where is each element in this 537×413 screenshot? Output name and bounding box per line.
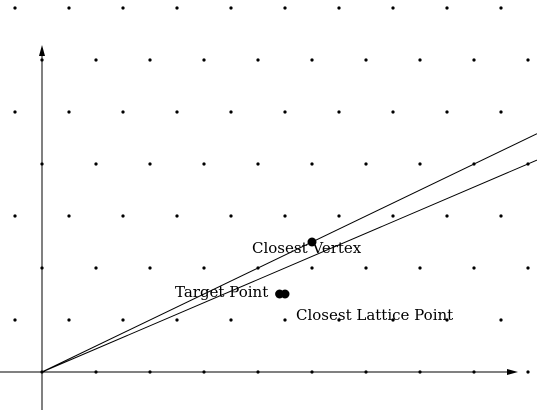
lattice-dot xyxy=(67,318,71,322)
lattice-dot xyxy=(121,6,125,10)
lattice-dot xyxy=(229,110,233,114)
lattice-dot xyxy=(283,318,287,322)
y-axis-arrowhead xyxy=(39,45,45,56)
lattice-dot xyxy=(391,214,395,218)
lattice-dot xyxy=(94,58,98,62)
lattice-dot xyxy=(94,266,98,270)
lattice-dot xyxy=(526,266,530,270)
lattice-dot xyxy=(283,110,287,114)
lattice-dot xyxy=(364,162,368,166)
lattice-dot xyxy=(445,214,449,218)
lattice-dot xyxy=(67,214,71,218)
lattice-dot xyxy=(526,58,530,62)
lattice-dot xyxy=(148,266,152,270)
lattice-dot xyxy=(418,266,422,270)
lattice-dot xyxy=(418,58,422,62)
lattice-dot xyxy=(13,6,17,10)
closest-vertex-marker xyxy=(307,237,317,247)
lattice-dot xyxy=(445,6,449,10)
lattice-dot xyxy=(472,266,476,270)
lattice-dot xyxy=(472,58,476,62)
lattice-dot xyxy=(310,162,314,166)
x-axis-arrowhead xyxy=(507,369,518,375)
lattice-dot xyxy=(121,318,125,322)
lattice-dot xyxy=(175,6,179,10)
lattice-dot xyxy=(283,214,287,218)
lattice-dot xyxy=(229,6,233,10)
lattice-dot xyxy=(364,58,368,62)
lattice-dot xyxy=(310,58,314,62)
lattice-dot xyxy=(337,214,341,218)
lattice-dot xyxy=(499,110,503,114)
lattice-dot xyxy=(445,318,449,322)
lattice-dot xyxy=(310,266,314,270)
lattice-dot xyxy=(391,110,395,114)
lattice-dot xyxy=(94,162,98,166)
lattice-dot xyxy=(229,318,233,322)
lattice-dot xyxy=(121,214,125,218)
lattice-dot xyxy=(445,110,449,114)
lattice-dot xyxy=(229,214,233,218)
upper-ray xyxy=(41,133,537,373)
lattice-dot xyxy=(202,58,206,62)
closest-lattice-point-marker xyxy=(280,289,290,299)
lattice-dot xyxy=(175,110,179,114)
lattice-dot xyxy=(337,318,341,322)
lattice-dots xyxy=(13,6,530,374)
lattice-dot xyxy=(175,214,179,218)
lattice-dot xyxy=(67,6,71,10)
lattice-dot xyxy=(202,162,206,166)
lattice-dot xyxy=(337,110,341,114)
lattice-dot xyxy=(13,318,17,322)
lattice-dot xyxy=(148,162,152,166)
lattice-dot xyxy=(391,6,395,10)
lattice-dot xyxy=(283,6,287,10)
lattice-dot xyxy=(337,6,341,10)
lattice-dot xyxy=(13,214,17,218)
lower-ray xyxy=(41,159,537,373)
lattice-dot xyxy=(202,266,206,270)
lattice-dot xyxy=(256,58,260,62)
lattice-dot xyxy=(526,370,530,374)
target-point-label: Target Point xyxy=(175,283,268,301)
lattice-dot xyxy=(148,58,152,62)
lattice-dot xyxy=(391,318,395,322)
lattice-dot xyxy=(175,318,179,322)
closest-vertex-label: Closest Vertex xyxy=(252,239,362,257)
closest-lattice-point-label: Closest Lattice Point xyxy=(296,306,453,324)
lattice-dot xyxy=(13,110,17,114)
lattice-dot xyxy=(499,214,503,218)
lattice-dot xyxy=(67,110,71,114)
lattice-dot xyxy=(499,318,503,322)
lattice-dot xyxy=(364,266,368,270)
lattice-dot xyxy=(256,162,260,166)
lattice-dot xyxy=(499,6,503,10)
lattice-dot xyxy=(121,110,125,114)
lattice-dot xyxy=(418,162,422,166)
